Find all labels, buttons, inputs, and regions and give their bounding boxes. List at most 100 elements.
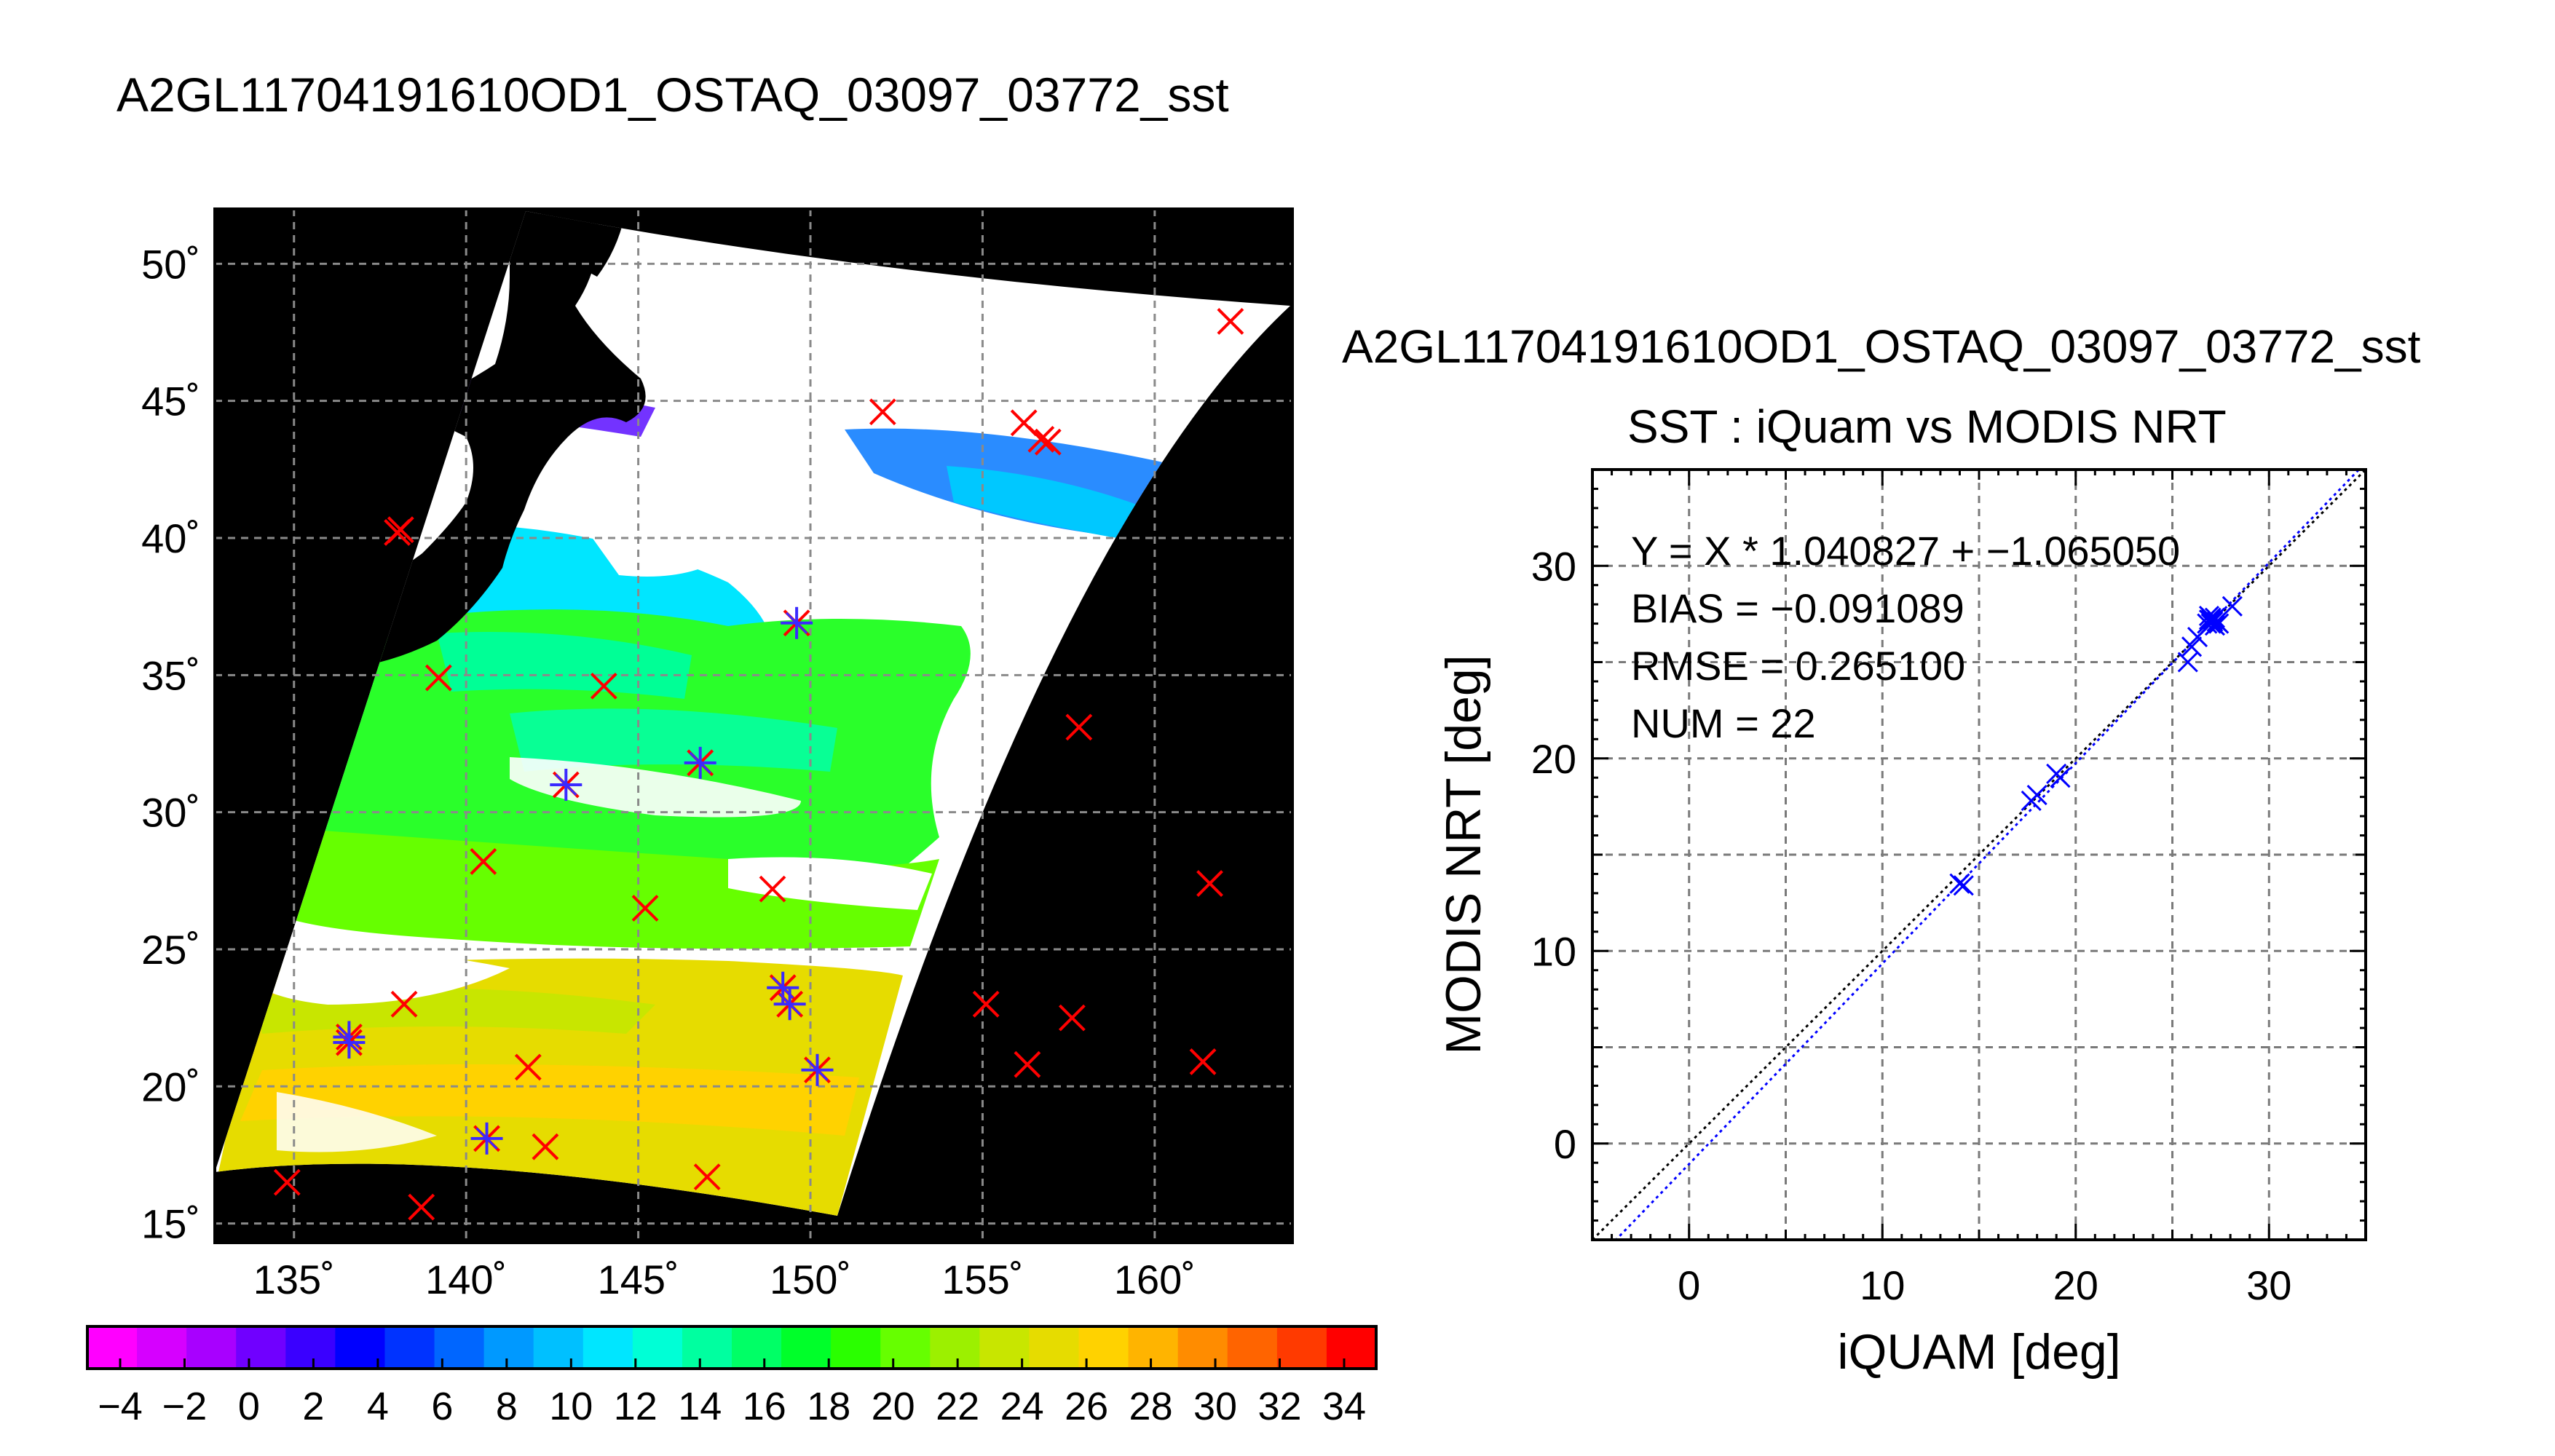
map-marker-red xyxy=(408,1193,435,1221)
scatter-x-tick: 10 xyxy=(1860,1262,1905,1308)
colorbar-tick-label: 12 xyxy=(614,1385,657,1428)
scatter-point xyxy=(2198,605,2220,627)
scatter-point xyxy=(2177,652,2198,673)
map-marker-red xyxy=(1217,308,1244,335)
colorbar-cell xyxy=(732,1326,782,1369)
scatter-x-tick: 30 xyxy=(2246,1262,2291,1308)
colorbar-cell xyxy=(285,1326,336,1369)
scatter-point xyxy=(2222,596,2243,617)
colorbar-frame xyxy=(86,1325,1378,1370)
map-marker-match xyxy=(801,1053,834,1086)
map-lat-label: 20˚ xyxy=(141,1064,200,1109)
colorbar-cell xyxy=(930,1326,980,1369)
colorbar-tick-label: 6 xyxy=(431,1385,453,1428)
map-marker-red xyxy=(1196,870,1223,897)
scatter-x-tick: 0 xyxy=(1678,1262,1700,1308)
scatter-point xyxy=(2204,607,2225,628)
colorbar: −4 −2 0 2 4 6 8 10 12 14 16 18 20 22 24 26 28 30 32 34 xyxy=(86,1325,1378,1428)
colorbar-tick-label: 14 xyxy=(678,1385,722,1428)
map-lat-label: 25˚ xyxy=(141,927,200,973)
map-gridlines xyxy=(215,209,1292,1243)
colorbar-cell xyxy=(87,1326,138,1369)
map-marker-red xyxy=(693,1163,721,1191)
scatter-y-axis-label: MODIS NRT [deg] xyxy=(1436,654,1491,1054)
colorbar-cell xyxy=(1326,1326,1377,1369)
colorbar-cell xyxy=(483,1326,534,1369)
colorbar-cell xyxy=(632,1326,683,1369)
map-marker-match xyxy=(773,988,806,1021)
map-marker-red xyxy=(1027,425,1055,453)
page-title: A2GL11704191610OD1_OSTAQ_03097_03772_sst xyxy=(117,68,1229,122)
regression-line xyxy=(1614,470,2361,1240)
annotation-fit-equation: Y = X * 1.040827 + −1.065050 xyxy=(1631,528,2180,574)
colorbar-cells xyxy=(87,1326,1377,1369)
sst-map: 15˚ 20˚ 25˚ 30˚ 35˚ 40˚ 45˚ 50˚ 135˚ 140˚ 145˚ 150… xyxy=(141,207,1294,1302)
map-marker-red xyxy=(424,664,452,692)
scatter-points xyxy=(1949,596,2243,896)
map-lat-labels: 15˚ 20˚ 25˚ 30˚ 35˚ 40˚ 45˚ 50˚ xyxy=(141,241,200,1246)
scatter-point xyxy=(2181,636,2203,657)
scatter-y-tick-labels: 0 10 20 30 xyxy=(1531,543,1576,1167)
scatter-y-tick: 10 xyxy=(1531,928,1576,974)
scatter-point xyxy=(1953,875,1974,896)
colorbar-cell xyxy=(1227,1326,1278,1369)
scatter-x-axis-label: iQUAM [deg] xyxy=(1837,1324,2120,1380)
colorbar-tick-label: 32 xyxy=(1257,1385,1301,1428)
scatter-y-tick: 0 xyxy=(1554,1121,1576,1167)
map-lat-label: 30˚ xyxy=(141,790,200,836)
scatter-point xyxy=(2200,609,2222,630)
colorbar-cell xyxy=(186,1326,237,1369)
scatter-y-tick: 20 xyxy=(1531,736,1576,782)
map-lon-label: 140˚ xyxy=(425,1257,507,1302)
colorbar-tick-label: 4 xyxy=(367,1385,389,1428)
map-marker-red xyxy=(532,1133,559,1160)
colorbar-cell xyxy=(1276,1326,1327,1369)
scatter-x-tick-labels: 0 10 20 30 xyxy=(1678,1262,2291,1308)
map-marker-match xyxy=(550,768,583,801)
colorbar-cell xyxy=(384,1326,435,1369)
scatter-plot: A2GL11704191610OD1_OSTAQ_03097_03772_sst… xyxy=(1342,320,2421,1380)
map-marker-red xyxy=(590,672,617,700)
annotation-num: NUM = 22 xyxy=(1631,700,1816,746)
map-marker-red xyxy=(1065,713,1093,741)
colorbar-tick-label: 16 xyxy=(743,1385,786,1428)
scatter-point xyxy=(2050,767,2071,788)
colorbar-cell xyxy=(682,1326,732,1369)
scatter-title: A2GL11704191610OD1_OSTAQ_03097_03772_sst xyxy=(1342,320,2421,373)
colorbar-tick-label: 24 xyxy=(1000,1385,1044,1428)
map-lat-label: 50˚ xyxy=(141,241,200,287)
annotation-rmse: RMSE = 0.265100 xyxy=(1631,643,1965,689)
map-lat-label: 40˚ xyxy=(141,515,200,561)
map-marker-red xyxy=(631,895,659,922)
colorbar-tick-label: 20 xyxy=(872,1385,915,1428)
map-marker-match xyxy=(470,1122,503,1155)
map-marker-red xyxy=(390,990,418,1018)
map-marker-match xyxy=(781,606,813,639)
colorbar-cell xyxy=(1128,1326,1179,1369)
one-to-one-line xyxy=(1592,470,2366,1240)
colorbar-tick-label: 34 xyxy=(1322,1385,1366,1428)
scatter-point xyxy=(1949,873,1970,894)
colorbar-cell xyxy=(583,1326,633,1369)
map-marker-red xyxy=(387,516,414,544)
colorbar-cell xyxy=(831,1326,881,1369)
colorbar-tick-label: −2 xyxy=(162,1385,208,1428)
scatter-ticks xyxy=(1591,468,2367,1241)
map-marker-red xyxy=(759,875,786,903)
map-marker-red xyxy=(1058,1004,1086,1032)
colorbar-tick-label: −4 xyxy=(98,1385,143,1428)
annotation-bias: BIAS = −0.091089 xyxy=(1631,585,1964,631)
map-lon-label: 135˚ xyxy=(253,1257,335,1302)
map-marker-red xyxy=(470,848,497,875)
map-marker-red xyxy=(1014,1051,1041,1078)
colorbar-tick-label: 22 xyxy=(936,1385,979,1428)
map-marker-match xyxy=(333,1026,366,1059)
colorbar-cell xyxy=(781,1326,832,1369)
map-lat-label: 45˚ xyxy=(141,379,200,424)
colorbar-cell xyxy=(1177,1326,1228,1369)
map-marker-red xyxy=(1189,1048,1217,1075)
map-lat-label: 35˚ xyxy=(141,652,200,698)
colorbar-cell xyxy=(533,1326,584,1369)
colorbar-tick-label: 8 xyxy=(496,1385,518,1428)
